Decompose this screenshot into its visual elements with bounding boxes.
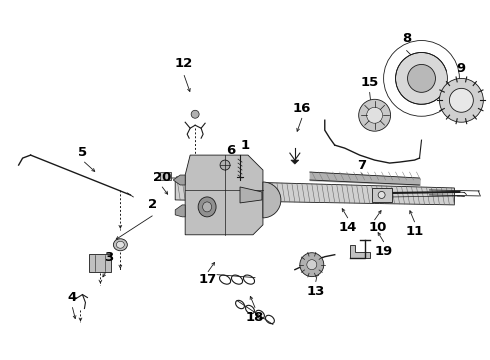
Ellipse shape bbox=[116, 241, 124, 248]
Circle shape bbox=[191, 110, 199, 118]
FancyBboxPatch shape bbox=[371, 188, 392, 202]
Text: 4: 4 bbox=[68, 291, 77, 304]
Polygon shape bbox=[175, 205, 185, 217]
Text: 15: 15 bbox=[361, 76, 379, 89]
Text: 16: 16 bbox=[293, 102, 311, 115]
Text: 11: 11 bbox=[405, 225, 424, 238]
Text: 1: 1 bbox=[241, 139, 249, 152]
Text: 6: 6 bbox=[226, 144, 236, 157]
Circle shape bbox=[449, 88, 473, 112]
Circle shape bbox=[359, 99, 391, 131]
Polygon shape bbox=[185, 155, 263, 235]
Text: 9: 9 bbox=[457, 62, 466, 75]
Circle shape bbox=[367, 107, 383, 123]
Wedge shape bbox=[263, 182, 281, 218]
Circle shape bbox=[300, 253, 324, 276]
Circle shape bbox=[408, 64, 436, 92]
Polygon shape bbox=[291, 160, 299, 164]
Polygon shape bbox=[240, 187, 262, 203]
Circle shape bbox=[220, 160, 230, 170]
Text: 17: 17 bbox=[199, 273, 217, 286]
Text: 18: 18 bbox=[246, 311, 264, 324]
FancyBboxPatch shape bbox=[160, 171, 171, 180]
Circle shape bbox=[378, 192, 385, 198]
FancyBboxPatch shape bbox=[90, 254, 111, 272]
Circle shape bbox=[440, 78, 483, 122]
Circle shape bbox=[395, 53, 447, 104]
Text: 8: 8 bbox=[402, 32, 411, 45]
Text: 14: 14 bbox=[339, 221, 357, 234]
Text: 3: 3 bbox=[104, 251, 113, 264]
Text: 10: 10 bbox=[368, 221, 387, 234]
Text: 13: 13 bbox=[307, 285, 325, 298]
Ellipse shape bbox=[198, 197, 216, 217]
Ellipse shape bbox=[203, 202, 212, 212]
Text: 2: 2 bbox=[147, 198, 157, 211]
Text: 7: 7 bbox=[357, 158, 366, 172]
Text: 20: 20 bbox=[153, 171, 172, 184]
Polygon shape bbox=[350, 245, 369, 258]
Ellipse shape bbox=[113, 239, 127, 251]
Text: 19: 19 bbox=[374, 245, 392, 258]
Circle shape bbox=[307, 260, 317, 270]
Text: 5: 5 bbox=[78, 145, 87, 159]
Text: 12: 12 bbox=[175, 57, 193, 70]
Polygon shape bbox=[173, 175, 185, 185]
Polygon shape bbox=[175, 180, 454, 205]
